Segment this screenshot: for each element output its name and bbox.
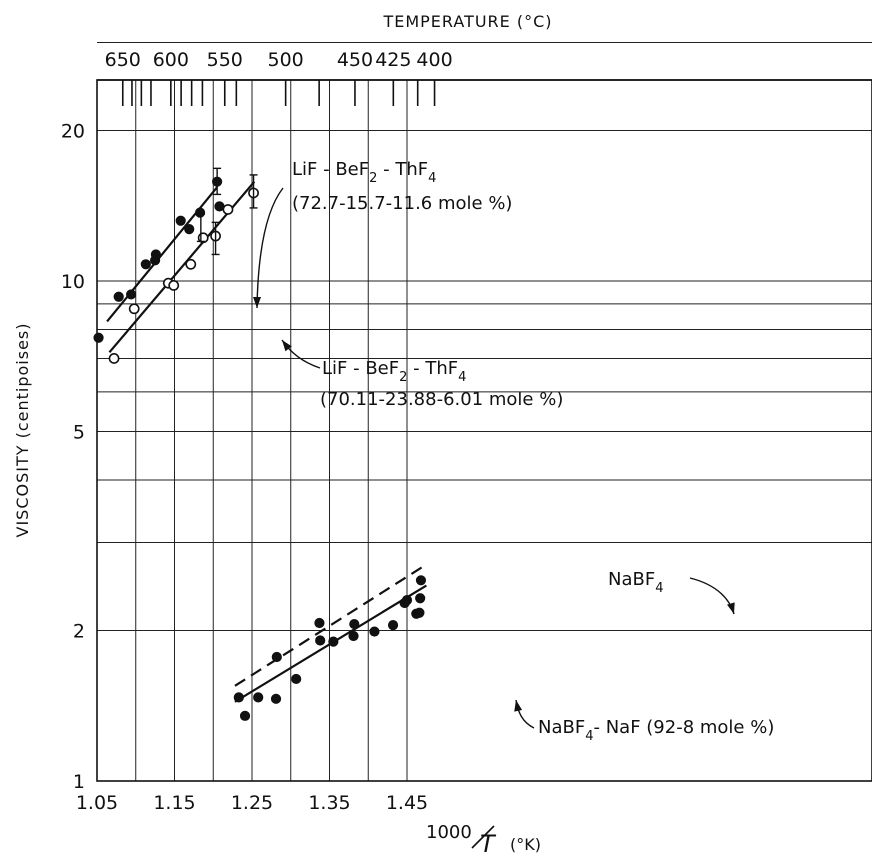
annotation-nabf4-naf: NaBF4- NaF (92-8 mole %) xyxy=(538,717,774,744)
data-point-series-1 xyxy=(175,215,186,226)
data-point-series-2 xyxy=(222,204,234,215)
grid-lines xyxy=(96,41,872,781)
data-point-series-1 xyxy=(194,207,206,218)
arrow-series-2-head xyxy=(282,340,292,352)
data-point-series-4 xyxy=(271,651,282,663)
x-tick-label: 1.45 xyxy=(386,792,428,814)
y-axis-ticks: 1 2 5 10 20 xyxy=(61,120,85,793)
annotation-series-1-line2: (72.7-15.7-11.6 mole %) xyxy=(292,193,512,214)
annotation-series-1: LiF - BeF2 - ThF4 (72.7-15.7-11.6 mole %… xyxy=(292,159,512,214)
y-tick-label: 2 xyxy=(73,620,85,642)
data-point-series-1 xyxy=(126,289,137,300)
arrow-nabf4-head xyxy=(727,602,735,614)
annotation-series-1-line1: LiF - BeF2 - ThF4 xyxy=(292,159,436,186)
top-axis-tick-label: 550 xyxy=(207,49,243,71)
data-point-series-4 xyxy=(414,607,425,618)
top-axis-tick-label: 400 xyxy=(416,49,452,71)
x-axis-title-unit: (°K) xyxy=(510,835,541,854)
annotation-arrows xyxy=(253,187,735,729)
x-tick-label: 1.35 xyxy=(308,792,350,814)
annotation-series-2-line1: LiF - BeF2 - ThF4 xyxy=(322,358,466,385)
x-tick-label: 1.25 xyxy=(231,792,273,814)
y-axis-title: VISCOSITY (centipoises) xyxy=(13,323,32,538)
top-axis-tick-label: 450 xyxy=(337,49,373,71)
data-point-series-4 xyxy=(387,620,399,631)
data-point-series-1 xyxy=(150,249,161,260)
annotation-series-2: LiF - BeF2 - ThF4 (70.11-23.88-6.01 mole… xyxy=(320,358,563,410)
data-point-series-2 xyxy=(108,353,120,364)
arrow-series-1 xyxy=(256,187,284,309)
arrow-nabf4-naf xyxy=(515,699,535,729)
y-tick-label: 20 xyxy=(61,120,85,142)
top-axis-tick-label: 500 xyxy=(268,49,304,71)
data-point-series-1 xyxy=(93,332,104,343)
top-temperature-axis: 650 600 550 500 450 425 400 xyxy=(97,49,872,106)
arrow-nabf4 xyxy=(689,577,735,615)
data-point-series-4 xyxy=(369,626,380,637)
annotation-nabf4: NaBF4 xyxy=(608,569,663,596)
data-point-series-4 xyxy=(253,692,264,703)
data-point-series-4 xyxy=(291,673,302,685)
fit-line-series-1 xyxy=(106,186,218,323)
data-point-series-4 xyxy=(233,692,244,703)
y-tick-label: 5 xyxy=(73,422,85,444)
data-point-series-1 xyxy=(140,259,151,270)
annotation-nabf4-naf-label: NaBF4- NaF (92-8 mole %) xyxy=(538,717,774,744)
top-axis-tick-label: 600 xyxy=(153,49,189,71)
data-points xyxy=(93,167,427,721)
data-point-series-4 xyxy=(415,593,426,604)
data-point-series-4 xyxy=(315,635,326,646)
data-point-series-4 xyxy=(401,595,413,606)
data-point-series-1 xyxy=(113,291,124,302)
x-tick-label: 1.05 xyxy=(76,792,118,814)
data-point-series-4 xyxy=(415,575,427,586)
data-point-series-4 xyxy=(328,636,339,647)
x-axis-title-denominator: T xyxy=(480,830,497,858)
y-tick-label: 1 xyxy=(73,771,85,793)
data-point-series-2 xyxy=(168,279,180,291)
x-tick-label: 1.15 xyxy=(153,792,195,814)
top-axis-tick-label: 425 xyxy=(375,49,411,71)
x-axis-ticks: 1.05 1.15 1.25 1.35 1.45 xyxy=(76,792,428,814)
data-point-series-1 xyxy=(184,223,195,235)
data-point-series-4 xyxy=(239,710,251,721)
top-axis-tick-label: 650 xyxy=(105,49,141,71)
top-axis-title: TEMPERATURE (°C) xyxy=(382,12,552,31)
y-tick-label: 10 xyxy=(61,271,85,293)
data-point-series-4 xyxy=(270,693,282,704)
x-axis-title-numerator: 1000 xyxy=(426,822,472,843)
data-point-series-4 xyxy=(349,618,360,630)
data-point-series-2 xyxy=(185,258,197,270)
x-axis-title-slash xyxy=(471,825,495,849)
data-point-series-4 xyxy=(348,630,359,642)
data-point-series-4 xyxy=(314,617,325,629)
arrow-nabf4-naf-head xyxy=(514,700,523,712)
x-axis-title: 1000 T (°K) xyxy=(426,822,541,858)
data-point-series-2 xyxy=(128,303,140,315)
annotation-nabf4-label: NaBF4 xyxy=(608,569,663,596)
arrow-series-1-head xyxy=(253,297,261,308)
annotation-series-2-line2: (70.11-23.88-6.01 mole %) xyxy=(320,389,563,410)
